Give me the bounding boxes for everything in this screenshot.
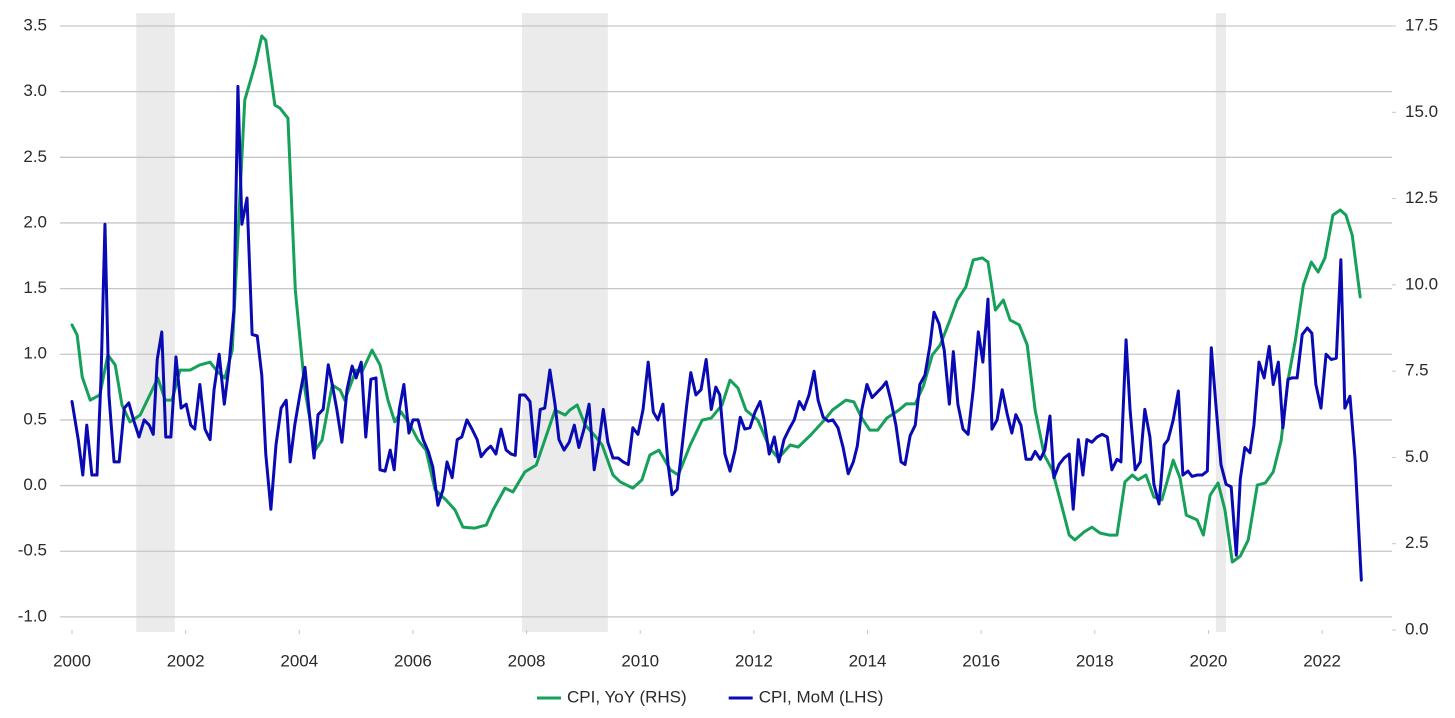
legend-label: CPI, YoY (RHS)	[567, 687, 687, 706]
shaded-period	[1215, 13, 1227, 632]
y2-tick-label: 15.0	[1405, 102, 1438, 121]
y2-tick-label: 17.5	[1405, 15, 1438, 34]
x-tick-label: 2004	[280, 651, 318, 670]
y-tick-label: -0.5	[18, 541, 47, 560]
y-tick-label: 1.5	[23, 278, 47, 297]
shaded-period	[522, 13, 608, 632]
y-tick-label: -1.0	[18, 606, 47, 625]
series-line	[70, 34, 1362, 564]
y-tick-label: 3.5	[23, 15, 47, 34]
y2-tick-label: 5.0	[1405, 447, 1429, 466]
x-tick-label: 2014	[849, 651, 887, 670]
x-tick-label: 2000	[53, 651, 91, 670]
y-tick-label: 2.5	[23, 147, 47, 166]
x-tick-label: 2018	[1076, 651, 1114, 670]
y2-tick-label: 12.5	[1405, 188, 1438, 207]
x-tick-label: 2008	[508, 651, 546, 670]
y2-tick-label: 7.5	[1405, 361, 1429, 380]
x-tick-label: 2022	[1303, 651, 1341, 670]
x-tick-label: 2012	[735, 651, 773, 670]
x-tick-label: 2016	[962, 651, 1000, 670]
series-line	[70, 84, 1363, 582]
x-tick-label: 2010	[621, 651, 659, 670]
x-tick-label: 2006	[394, 651, 432, 670]
legend-label: CPI, MoM (LHS)	[759, 687, 884, 706]
y-tick-label: 2.0	[23, 212, 47, 231]
legend: CPI, YoY (RHS) CPI, MoM (LHS)	[537, 687, 883, 706]
x-tick-label: 2020	[1190, 651, 1228, 670]
shaded-period	[136, 13, 175, 632]
y-tick-label: 3.0	[23, 81, 47, 100]
y-tick-label: 0.0	[23, 475, 47, 494]
y2-tick-label: 0.0	[1405, 619, 1429, 638]
y2-tick-label: 2.5	[1405, 533, 1429, 552]
y-tick-label: 0.5	[23, 409, 47, 428]
x-tick-label: 2002	[167, 651, 205, 670]
y2-tick-label: 10.0	[1405, 274, 1438, 293]
y-tick-label: 1.0	[23, 344, 47, 363]
